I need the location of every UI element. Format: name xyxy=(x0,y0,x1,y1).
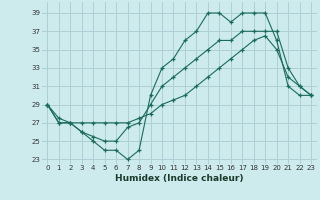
X-axis label: Humidex (Indice chaleur): Humidex (Indice chaleur) xyxy=(115,174,244,183)
